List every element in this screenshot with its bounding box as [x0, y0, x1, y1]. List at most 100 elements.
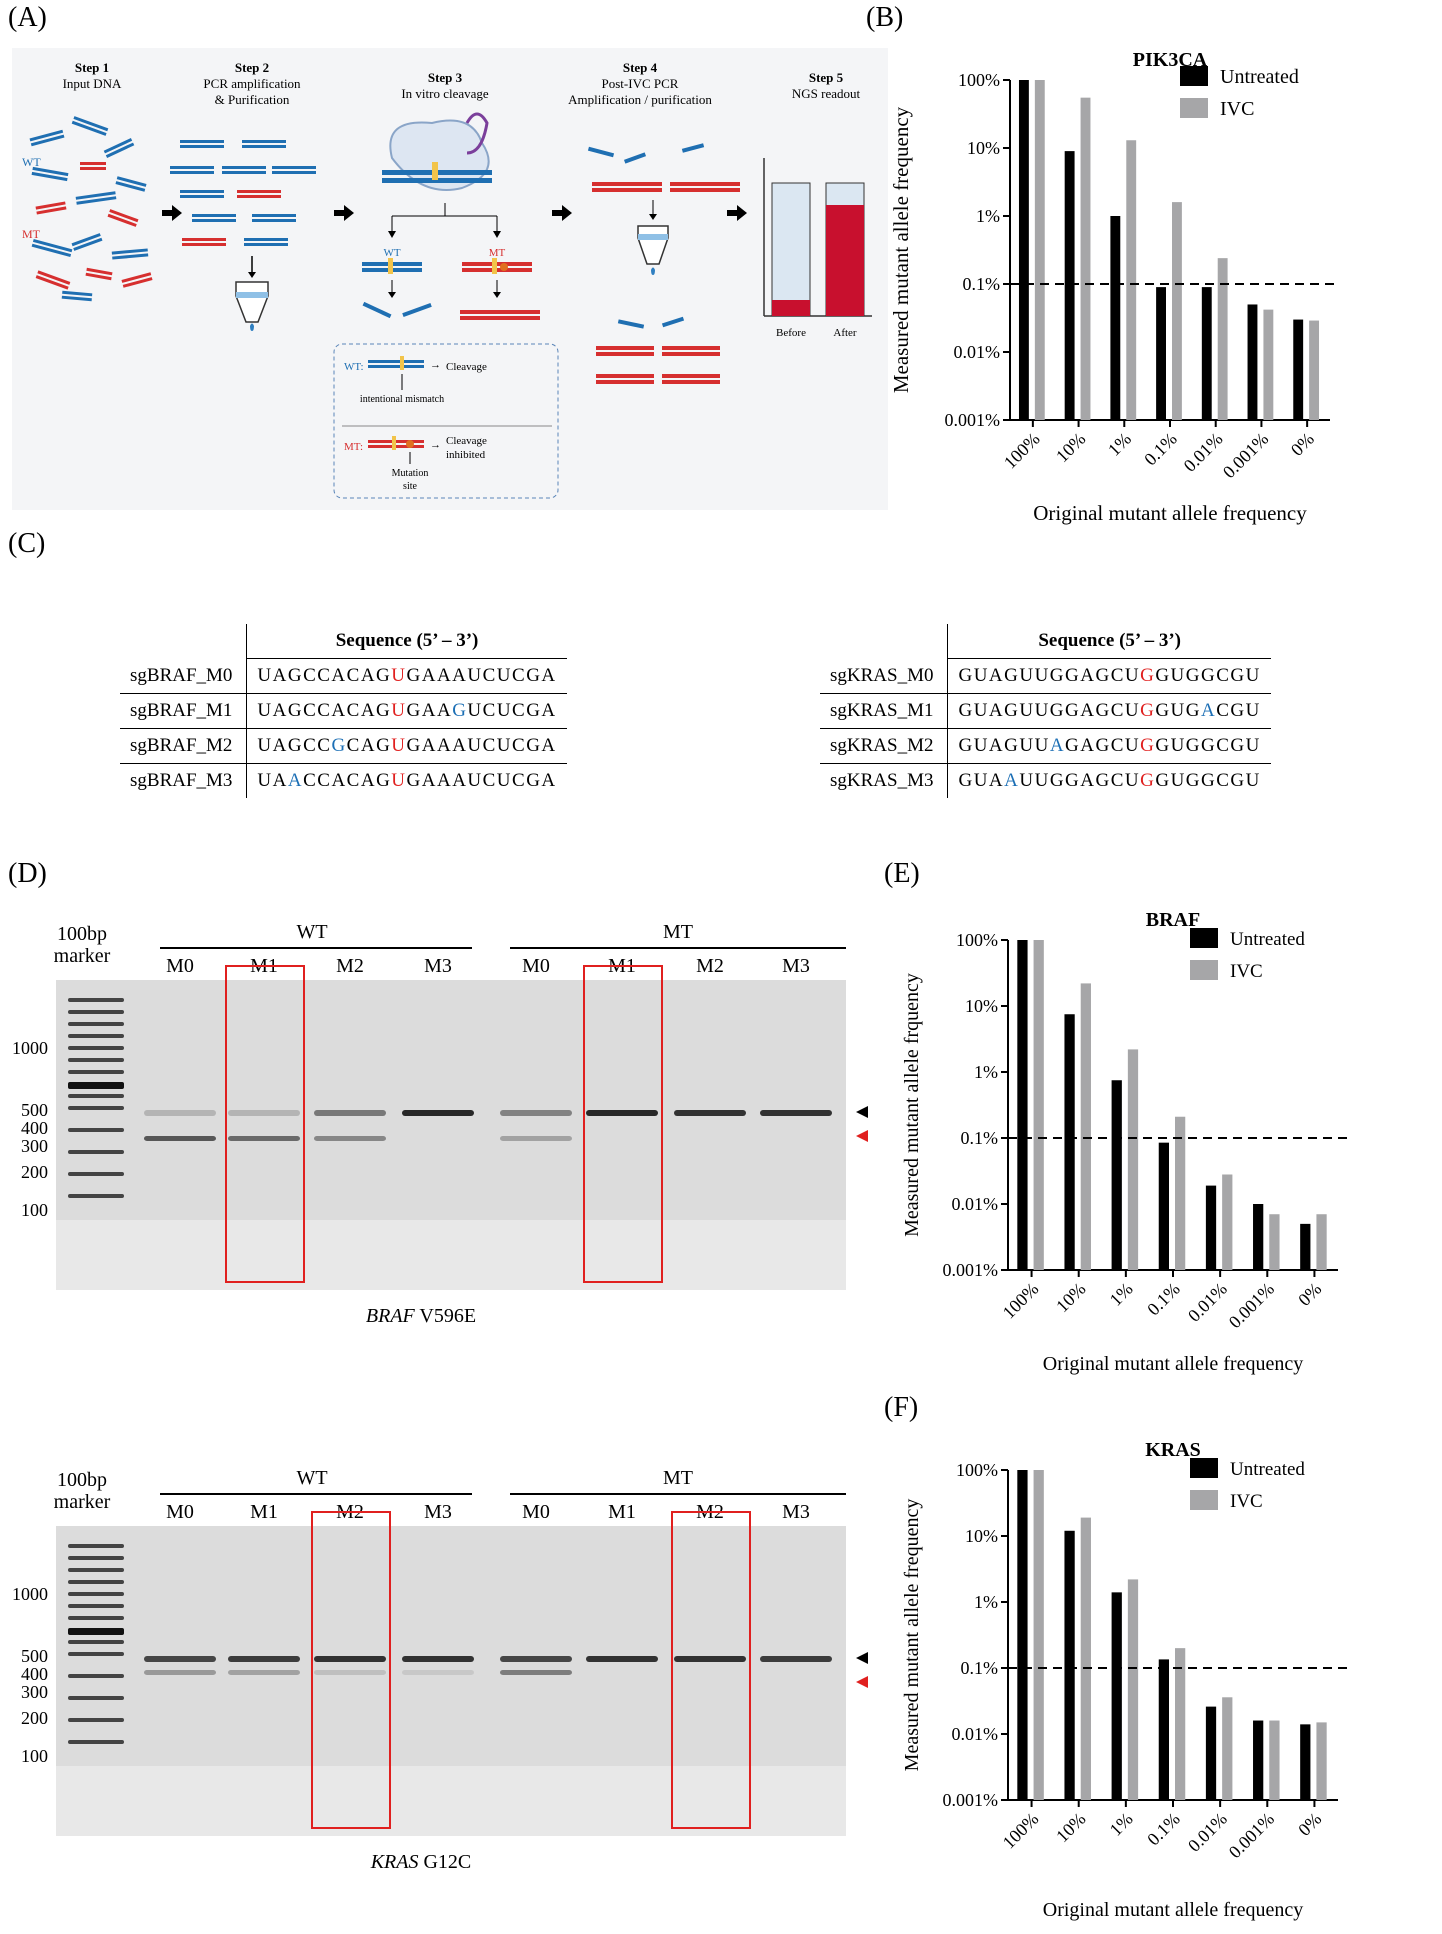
dna-fragment: [75, 191, 117, 205]
dna-fragment: [252, 214, 296, 222]
bar-untreated: [1247, 304, 1258, 420]
band-full-length: [674, 1110, 746, 1116]
sequence-segment: GUGGCGU: [1155, 770, 1261, 791]
band-full-length: [228, 1110, 300, 1116]
band-cleaved: [144, 1136, 216, 1141]
kras-seq-header: Sequence (5’ – 3’): [947, 624, 1271, 659]
box-inhibited-2: inhibited: [446, 449, 486, 461]
wt-group-label: WT: [296, 921, 327, 943]
sequence-segment: A: [1004, 770, 1020, 791]
bar-ivc: [1080, 983, 1091, 1270]
dna-fragment: [237, 190, 281, 198]
flow-arrows: [162, 205, 747, 221]
bar-ivc: [1175, 1648, 1186, 1800]
bar-untreated: [1017, 940, 1028, 1270]
bar-ivc: [1080, 1517, 1091, 1800]
bar-ivc: [1033, 1470, 1044, 1800]
lane-label: M3: [782, 1501, 810, 1523]
dna-fragment: [115, 176, 147, 192]
chart-title: KRAS: [1145, 1439, 1201, 1461]
marker-label: 100bp: [57, 1469, 107, 1491]
ladder-band: [68, 1046, 124, 1050]
guide-sequence: UAGCCACAGUGAAAUCUCGA: [246, 658, 567, 694]
y-tick-label: 1%: [974, 1062, 998, 1082]
marker-label: marker: [54, 1491, 111, 1513]
sequence-segment: G: [1140, 665, 1156, 686]
lane-label: M2: [336, 955, 364, 977]
band-cleaved: [314, 1136, 386, 1141]
ladder-band: [68, 1106, 124, 1110]
sequence-segment: GAAAUCUCGA: [406, 665, 557, 686]
bar-untreated: [1158, 1142, 1169, 1270]
gel-bottom-glow: [56, 1766, 846, 1836]
sequence-row: sgBRAF_M3 UAACCACAGUGAAAUCUCGA: [120, 763, 567, 799]
sequence-segment: G: [1140, 735, 1156, 756]
sequence-segment: G: [1140, 770, 1156, 791]
guide-sequence: UAGCCACAGUGAAGUCUCGA: [246, 693, 567, 729]
dna-fragment: [31, 238, 73, 258]
sequence-segment: UAGCCACAG: [257, 665, 392, 686]
y-tick-label: 0.01%: [954, 342, 1001, 362]
panel-label-c: (C): [8, 528, 46, 559]
bar-ivc: [1316, 1722, 1327, 1800]
x-axis-title: Original mutant allele frequency: [1033, 501, 1307, 525]
workflow-diagram: Step 1 Input DNA Step 2 PCR amplificatio…: [12, 48, 888, 510]
step3-products: [362, 258, 540, 320]
bar-untreated: [1017, 1470, 1028, 1800]
x-tick-label: 10%: [1052, 429, 1089, 466]
bar-untreated: [1300, 1223, 1311, 1270]
bar-ivc: [1175, 1116, 1186, 1270]
marker-label: 100bp: [57, 923, 107, 945]
ladder-band: [68, 1580, 124, 1584]
bar-ivc: [1222, 1174, 1233, 1270]
y-axis-title: Measured mutant allele frequency: [889, 106, 913, 393]
box-mutation-1: Mutation: [392, 468, 429, 479]
step3-mt-label: MT: [489, 247, 506, 259]
guide-sequence: GUAGUUAGAGCUGGUGGCGU: [947, 728, 1271, 764]
guide-sequence: UAACCACAGUGAAAUCUCGA: [247, 764, 567, 799]
x-tick-label: 0.001%: [1219, 429, 1272, 482]
dna-fragment: [103, 138, 135, 158]
sequence-segment: GAAAUCUCGA: [406, 770, 557, 791]
bar-ivc: [1269, 1720, 1280, 1800]
ladder-band: [68, 1172, 124, 1176]
bar-untreated: [1064, 1530, 1075, 1800]
bar-untreated: [1293, 319, 1304, 420]
y-tick-label: 0.01%: [952, 1724, 999, 1744]
ladder-size-label: 300: [21, 1136, 48, 1156]
y-tick-label: 0.001%: [945, 410, 1001, 430]
sequence-row: sgBRAF_M2 UAGCCGCAGUGAAAUCUCGA: [120, 728, 567, 764]
panel-label-b: (B): [866, 2, 904, 33]
gel-caption-variant: G12C: [418, 1851, 471, 1873]
y-tick-label: 0.01%: [952, 1194, 999, 1214]
x-tick-label: 0.1%: [1143, 1809, 1184, 1850]
band-full-length: [314, 1656, 386, 1662]
ladder-band: [68, 1034, 124, 1038]
box-wt: WT:: [344, 361, 364, 373]
legend-swatch: [1190, 1490, 1218, 1510]
step3-desc: In vitro cleavage: [401, 86, 489, 101]
x-tick-label: 0%: [1294, 1809, 1325, 1840]
sequence-segment: G: [1140, 700, 1156, 721]
x-tick-label: 0.001%: [1225, 1809, 1278, 1862]
guide-name: sgBRAF_M3: [120, 763, 248, 798]
x-tick-label: 100%: [1000, 429, 1044, 473]
sequence-segment: A: [1201, 700, 1217, 721]
box-mt: MT:: [344, 441, 363, 453]
legend-swatch: [1180, 66, 1208, 86]
x-tick-label: 0%: [1287, 429, 1318, 460]
dna-fragment: [35, 201, 67, 215]
panel-label-f: (F): [884, 1392, 919, 1423]
sequence-row: sgBRAF_M0 UAGCCACAGUGAAAUCUCGA: [120, 658, 567, 694]
chart-title: BRAF: [1146, 909, 1200, 931]
marker-label: marker: [54, 945, 111, 967]
bar-untreated: [1110, 216, 1121, 420]
x-tick-label: 1%: [1106, 1809, 1137, 1840]
ladder-band: [68, 1058, 124, 1062]
ladder-band: [68, 1604, 124, 1608]
bar-ivc: [1034, 80, 1045, 420]
bar-untreated: [1205, 1185, 1217, 1270]
